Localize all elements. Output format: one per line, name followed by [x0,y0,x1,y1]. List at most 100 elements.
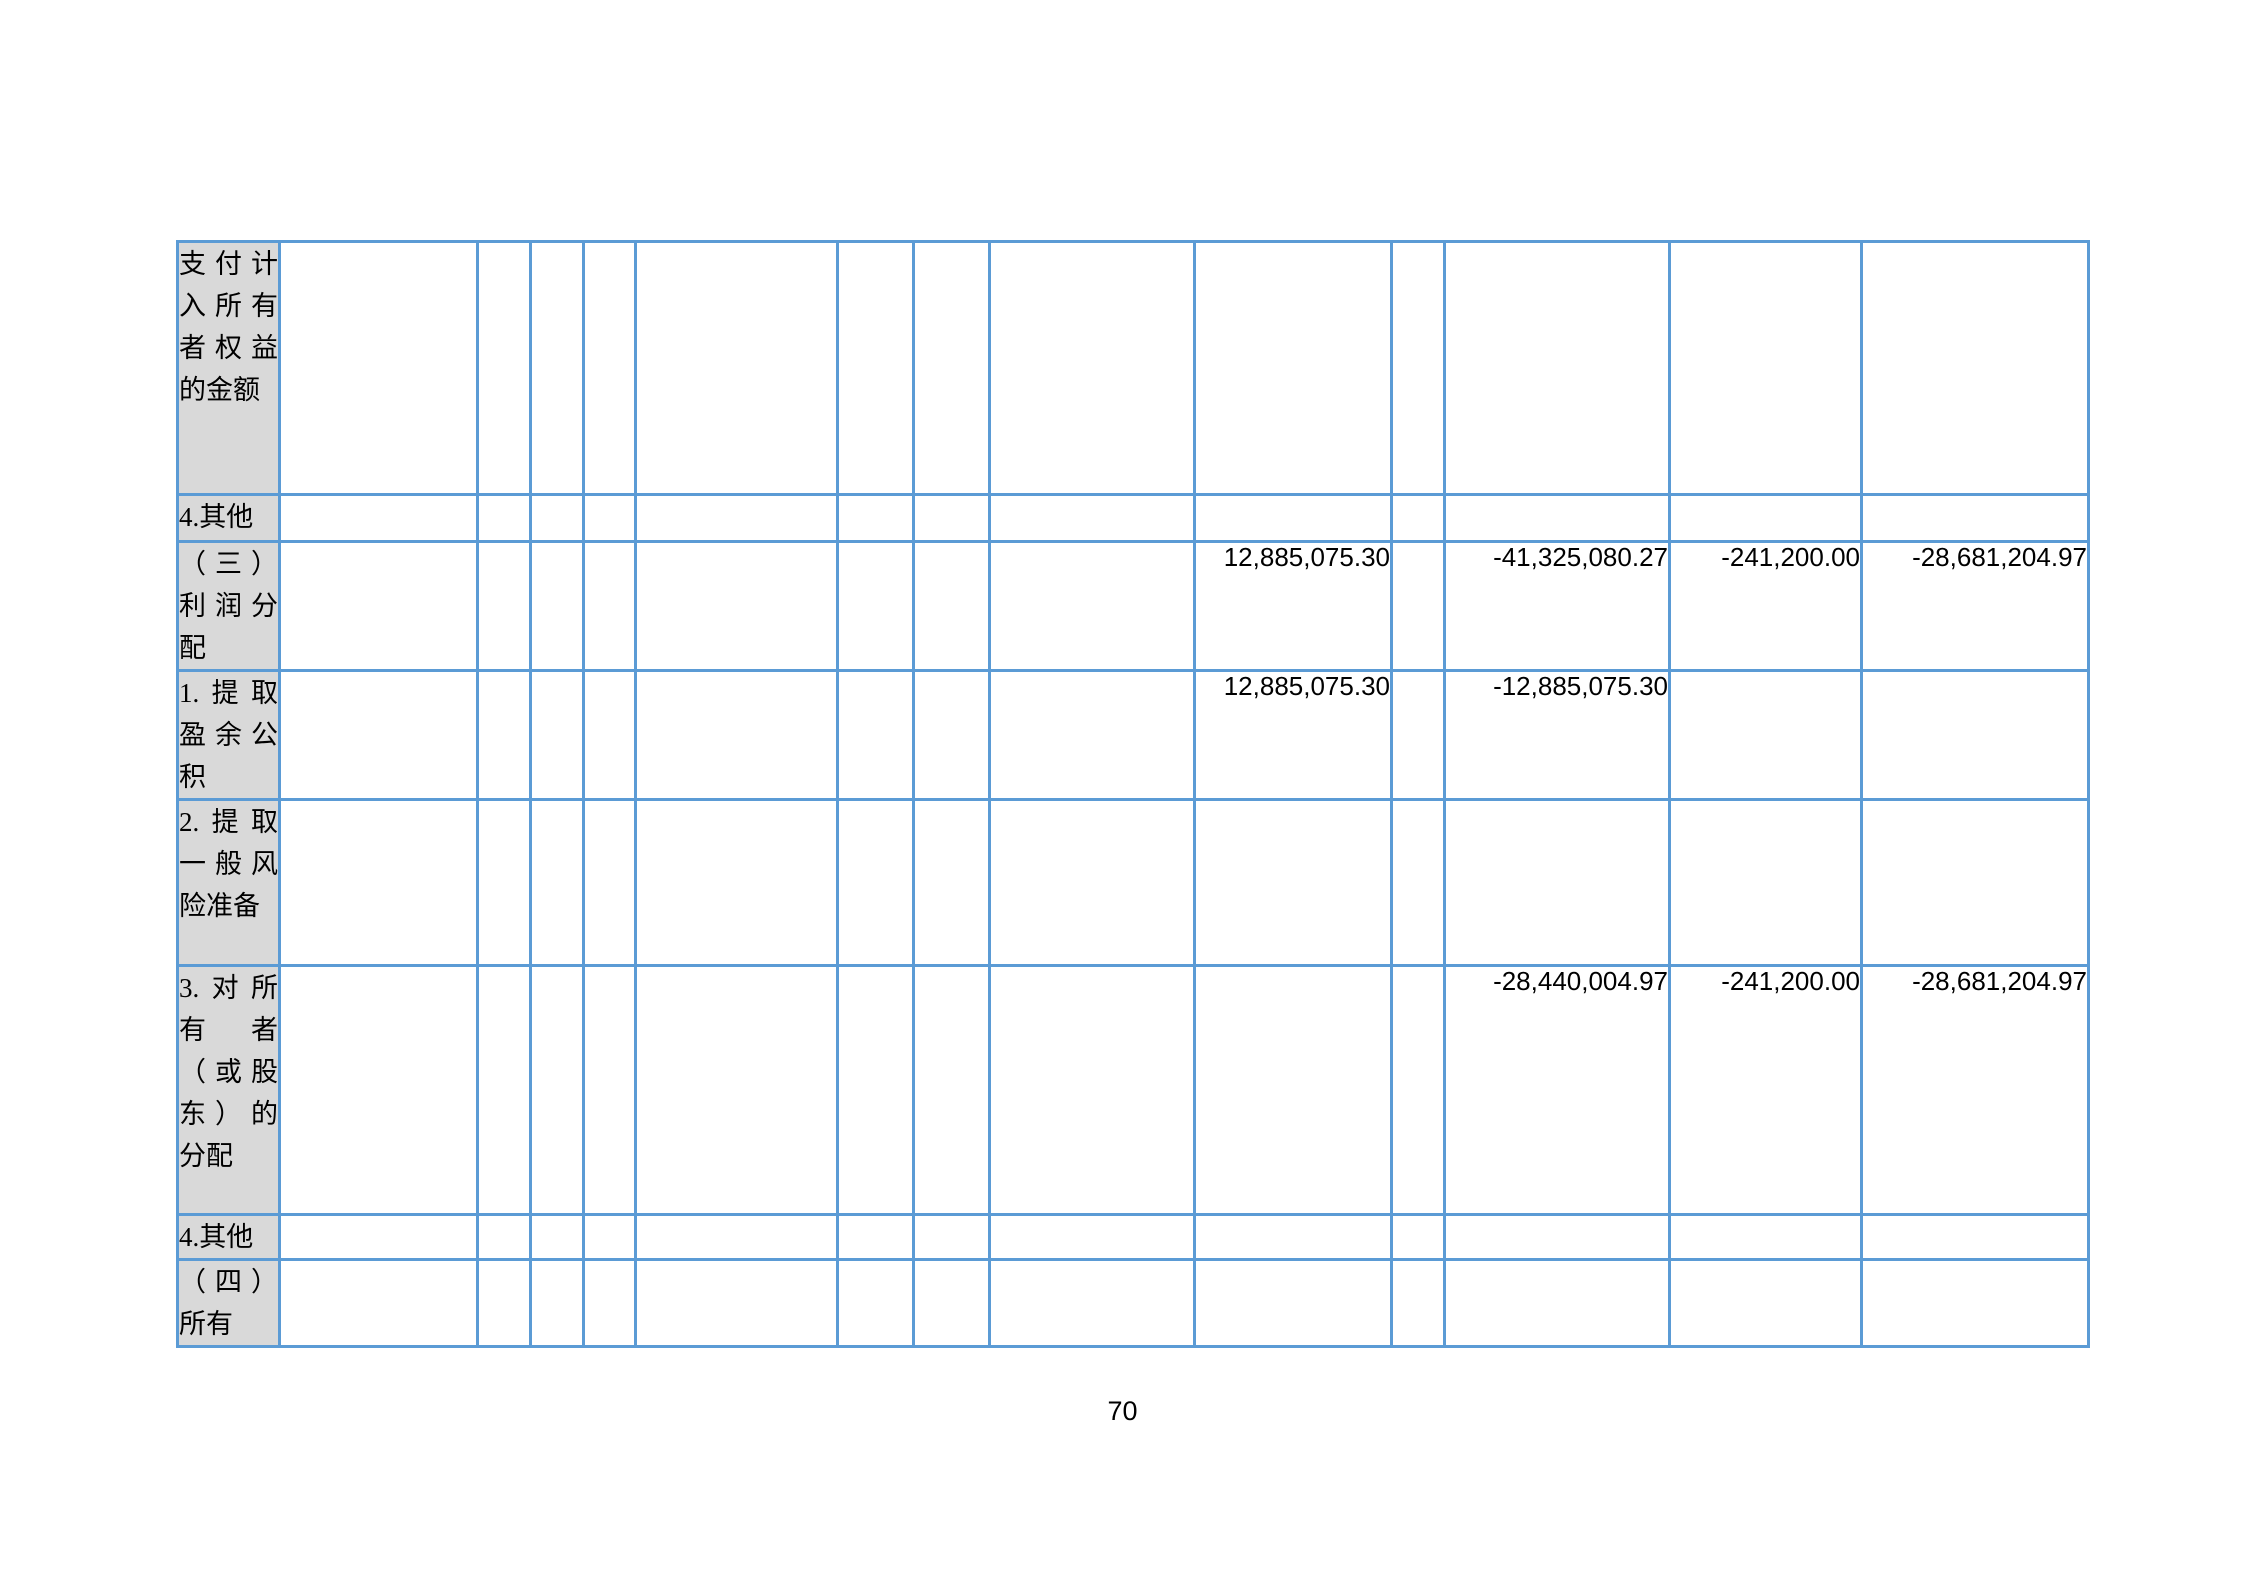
amount-cell [278,493,479,543]
page-number: 70 [1107,1396,1138,1426]
table-row: 3.对所有者（或股东）的分配 -28,440,004.97 -241,200.0… [176,964,2090,1216]
amount-cell [278,540,479,672]
table-row: 1.提取盈余公积 12,885,075.30 -12,885,075.30 [176,669,2090,801]
amount-cell [1390,964,1446,1216]
amount-cell [529,798,585,967]
amount-cell [476,964,532,1216]
amount-cell [278,1213,479,1261]
amount-cell [529,540,585,672]
amount-cell [1443,240,1671,496]
amount-cell [634,669,839,801]
amount-cell [1390,540,1446,672]
row-label-cell: 支付计入所有者权益的金额 [176,240,281,496]
amount-cell [1668,669,1863,801]
amount-cell [1193,240,1393,496]
amount-cell [476,1258,532,1348]
amount-cell [634,798,839,967]
amount-cell [1390,669,1446,801]
amount-cell: -241,200.00 [1668,540,1863,672]
amount-cell [476,493,532,543]
amount-cell [1193,798,1393,967]
table-row: （四）所有 [176,1258,2090,1348]
amount-cell [278,240,479,496]
amount-cell [634,540,839,672]
amount-cell: -41,325,080.27 [1443,540,1671,672]
amount-cell [1390,798,1446,967]
row-label-cell: 2.提取一般风险准备 [176,798,281,967]
amount-cell [582,493,637,543]
row-label-cell: 1.提取盈余公积 [176,669,281,801]
amount-cell [582,1258,637,1348]
amount-cell [912,964,991,1216]
amount-cell [1390,1258,1446,1348]
table-row: 4.其他 [176,493,2090,543]
amount-cell [988,1213,1196,1261]
amount-cell [912,798,991,967]
amount-cell [278,964,479,1216]
amount-cell [529,240,585,496]
amount-cell: 12,885,075.30 [1193,540,1393,672]
amount-cell [1193,1258,1393,1348]
amount-cell [1860,798,2090,967]
amount-cell [1668,1258,1863,1348]
amount-cell [476,669,532,801]
amount-cell [912,240,991,496]
amount-cell [529,1213,585,1261]
amount-cell [836,493,915,543]
amount-cell [1193,1213,1393,1261]
amount-cell [582,669,637,801]
amount-cell [476,1213,532,1261]
amount-cell [278,1258,479,1348]
amount-cell [912,493,991,543]
amount-cell [912,1213,991,1261]
amount-cell [529,669,585,801]
amount-cell [1668,240,1863,496]
amount-cell [836,240,915,496]
amount-cell [582,1213,637,1261]
amount-cell [836,540,915,672]
amount-cell [1860,1213,2090,1261]
amount-cell [1860,240,2090,496]
amount-cell: 12,885,075.30 [1193,669,1393,801]
amount-cell [476,798,532,967]
amount-cell [529,493,585,543]
amount-cell [582,240,637,496]
equity-change-table: 支付计入所有者权益的金额 4.其他 [176,240,2090,1348]
amount-cell [1193,493,1393,543]
amount-cell [1443,798,1671,967]
amount-cell [529,1258,585,1348]
amount-cell [988,964,1196,1216]
amount-cell [1193,964,1393,1216]
amount-cell [912,540,991,672]
amount-cell [988,240,1196,496]
amount-cell [836,1213,915,1261]
amount-cell [278,798,479,967]
amount-cell [988,1258,1196,1348]
row-label-cell: （四）所有 [176,1258,281,1348]
amount-cell [634,240,839,496]
amount-cell [836,798,915,967]
amount-cell [1860,1258,2090,1348]
amount-cell [634,964,839,1216]
amount-cell [988,493,1196,543]
amount-cell: -12,885,075.30 [1443,669,1671,801]
amount-cell [988,540,1196,672]
amount-cell: -241,200.00 [1668,964,1863,1216]
amount-cell [1668,1213,1863,1261]
amount-cell [836,1258,915,1348]
amount-cell [634,1213,839,1261]
amount-cell [634,1258,839,1348]
amount-cell [988,798,1196,967]
row-label-cell: 3.对所有者（或股东）的分配 [176,964,281,1216]
amount-cell: -28,681,204.97 [1860,964,2090,1216]
table-row: （三）利润分配 12,885,075.30 -41,325,080.27 -24… [176,540,2090,672]
amount-cell [836,964,915,1216]
amount-cell [1390,1213,1446,1261]
amount-cell [1668,798,1863,967]
table-row: 支付计入所有者权益的金额 [176,240,2090,496]
row-label-cell: 4.其他 [176,1213,281,1261]
amount-cell [836,669,915,801]
amount-cell [1668,493,1863,543]
amount-cell [912,1258,991,1348]
